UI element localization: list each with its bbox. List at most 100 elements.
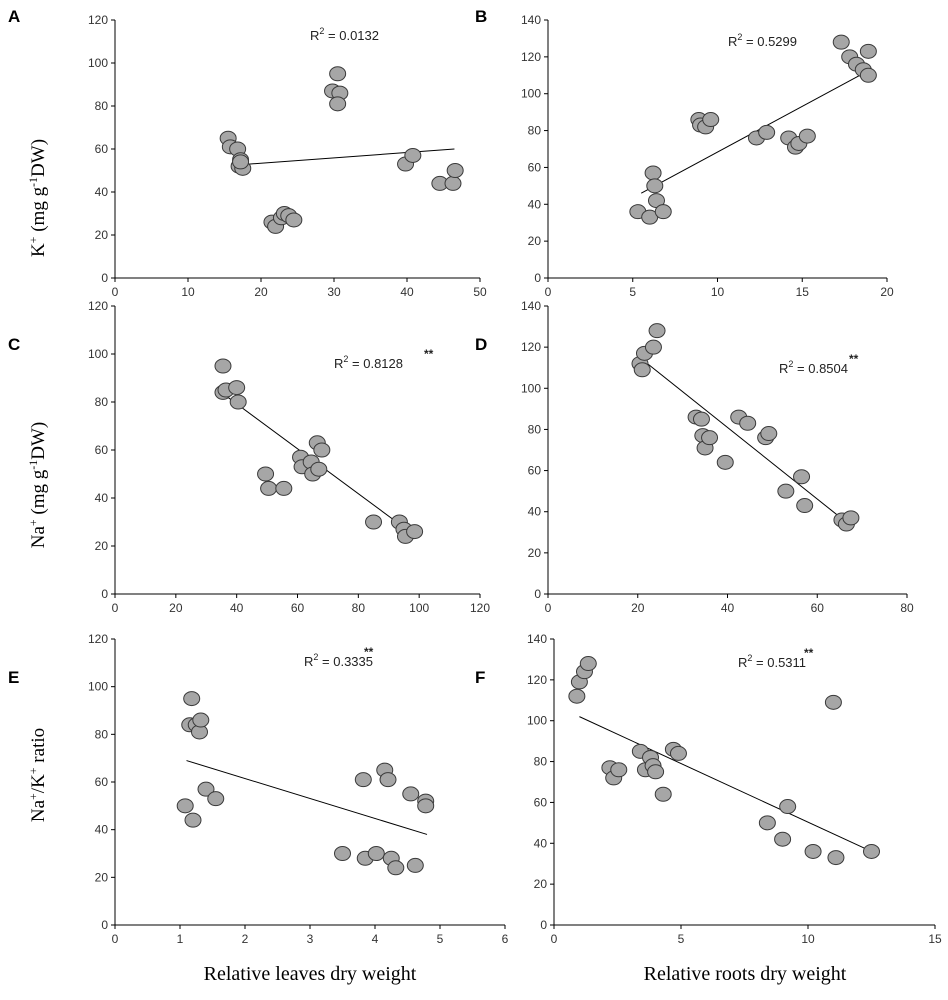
- trend-line: [641, 359, 849, 525]
- x-tick-label: 80: [352, 601, 366, 615]
- panel-letter: A: [8, 7, 20, 26]
- data-point: [329, 96, 347, 112]
- y-tick-label: 140: [521, 13, 541, 27]
- data-point: [310, 461, 328, 477]
- x-tick-label: 10: [181, 285, 195, 299]
- data-point: [644, 339, 662, 355]
- data-point: [365, 514, 383, 530]
- y-label-row1: K+ (mg g-1DW): [26, 139, 49, 257]
- data-point: [367, 846, 385, 861]
- r-squared-label: R2 = 0.5311: [738, 653, 806, 670]
- panel-a: A 0 20 40 60 80 100 120 0 10 20 30 40 50 R2 = 0.0132: [8, 7, 487, 299]
- data-point: [859, 67, 877, 83]
- y-tick-label: 140: [521, 299, 541, 313]
- r-squared-label: R2 = 0.8128: [334, 354, 403, 371]
- y-tick-label: 120: [88, 13, 108, 27]
- data-point: [228, 380, 246, 396]
- x-tick-label: 60: [811, 601, 825, 615]
- data-point: [406, 524, 424, 540]
- y-tick-label: 60: [95, 775, 109, 789]
- x-tick-label: 0: [545, 601, 552, 615]
- data-point: [379, 772, 397, 788]
- data-point: [260, 480, 278, 496]
- y-tick-label: 60: [534, 795, 548, 809]
- x-tick-label: 0: [112, 932, 119, 946]
- data-point: [446, 163, 464, 178]
- y-tick-label: 100: [521, 381, 541, 395]
- y-tick-label: 80: [528, 124, 542, 138]
- data-point: [739, 415, 757, 431]
- data-point: [758, 815, 776, 831]
- significance-marker: **: [804, 646, 814, 660]
- y-tick-label: 80: [528, 422, 542, 436]
- y-tick-label: 20: [528, 546, 542, 560]
- data-point: [232, 154, 250, 170]
- x-tick-label: 10: [801, 932, 815, 946]
- x-tick-label: 6: [502, 932, 509, 946]
- panel-f: F 0 20 40 60 80 100 120 140 0 5 10 15 R2 = 0.5311**: [475, 632, 942, 946]
- y-tick-label: 60: [95, 142, 109, 156]
- data-point: [275, 480, 293, 496]
- y-tick-label: 100: [88, 680, 108, 694]
- y-tick-label: 40: [528, 505, 542, 519]
- data-point: [646, 178, 664, 194]
- data-point: [568, 688, 586, 704]
- x-tick-label: 50: [473, 285, 487, 299]
- data-point: [793, 469, 811, 485]
- trend-line: [579, 716, 872, 852]
- y-tick-label: 60: [528, 160, 542, 174]
- x-label-leaves: Relative leaves dry weight: [204, 963, 417, 985]
- data-point: [863, 843, 880, 859]
- data-point: [334, 846, 351, 861]
- data-point: [184, 812, 202, 828]
- trend-line: [235, 148, 455, 166]
- x-tick-label: 15: [796, 285, 810, 299]
- data-point: [610, 762, 628, 778]
- y-tick-label: 40: [534, 836, 548, 850]
- panel-c: C 0 20 40 60 80 100 120 0 20 40 60 80 100 120 R2 = 0.81…: [8, 299, 490, 615]
- y-tick-label: 0: [101, 587, 108, 601]
- data-point: [760, 426, 778, 442]
- data-point: [669, 745, 687, 761]
- y-tick-label: 80: [95, 99, 109, 113]
- y-tick-label: 120: [88, 299, 108, 313]
- x-tick-label: 10: [711, 285, 725, 299]
- data-point: [654, 204, 672, 220]
- x-tick-label: 5: [678, 932, 685, 946]
- significance-marker: **: [364, 645, 374, 659]
- data-point: [404, 147, 422, 163]
- data-point: [329, 66, 347, 82]
- data-point: [402, 786, 420, 802]
- data-point: [796, 498, 814, 514]
- y-tick-label: 0: [534, 271, 541, 285]
- y-tick-label: 60: [528, 464, 542, 478]
- x-tick-label: 100: [409, 601, 429, 615]
- x-tick-label: 20: [254, 285, 268, 299]
- r-squared-label: R2 = 0.0132: [310, 26, 379, 43]
- data-point: [313, 442, 331, 458]
- panel-letter: C: [8, 335, 20, 354]
- x-label-roots: Relative roots dry weight: [644, 963, 847, 985]
- y-tick-label: 0: [101, 271, 108, 285]
- y-tick-label: 0: [540, 918, 547, 932]
- x-tick-label: 40: [230, 601, 244, 615]
- data-point: [779, 799, 797, 815]
- data-point: [701, 430, 719, 446]
- data-point: [774, 831, 792, 847]
- data-point: [285, 212, 303, 228]
- x-tick-label: 1: [177, 932, 184, 946]
- data-point: [207, 791, 225, 807]
- x-tick-label: 5: [629, 285, 636, 299]
- panel-d: D 0 20 40 60 80 100 120 140 0 20 40 60 80 R2 = 0.8504*…: [475, 299, 914, 615]
- y-label-row2: Na+ (mg g-1DW): [26, 422, 49, 549]
- y-tick-label: 40: [95, 491, 109, 505]
- data-point: [406, 857, 424, 873]
- x-tick-label: 40: [721, 601, 735, 615]
- data-point: [444, 175, 462, 191]
- data-point: [702, 112, 720, 128]
- x-tick-label: 5: [437, 932, 444, 946]
- x-tick-label: 0: [112, 601, 119, 615]
- x-tick-label: 0: [551, 932, 558, 946]
- data-point: [579, 656, 597, 672]
